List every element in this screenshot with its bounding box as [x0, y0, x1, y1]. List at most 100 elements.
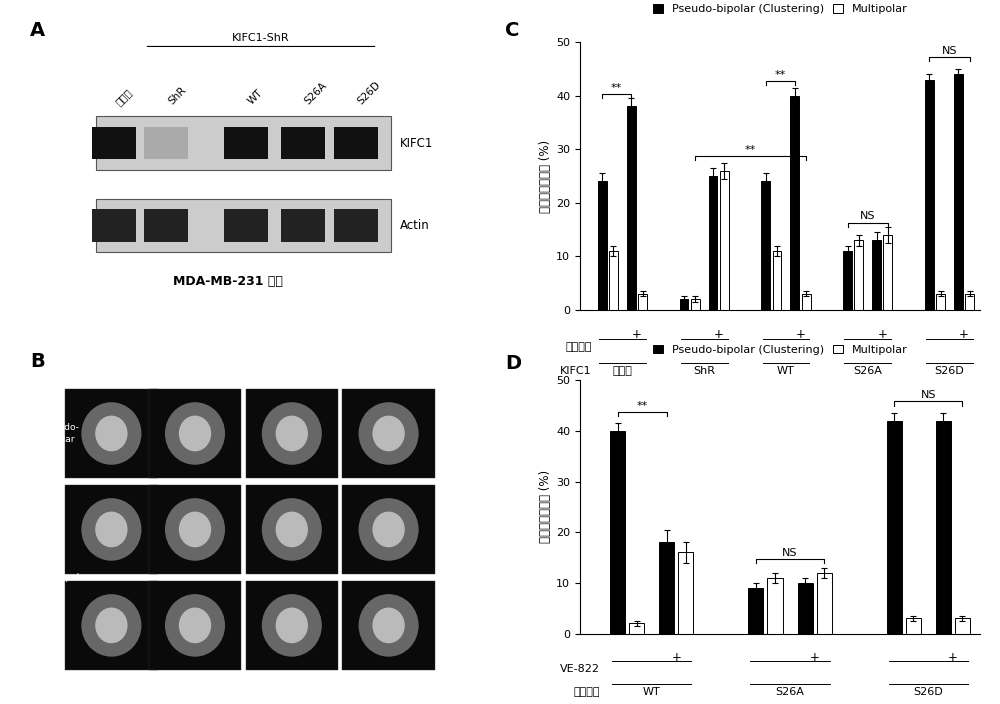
Bar [936, 421, 951, 634]
Text: KIFC1: KIFC1 [560, 366, 592, 376]
Bar [96, 116, 391, 170]
Bar [281, 127, 325, 159]
Text: 对照组: 对照组 [114, 87, 134, 106]
Text: S26D: S26D [935, 366, 964, 376]
Ellipse shape [179, 415, 211, 451]
Ellipse shape [165, 594, 225, 657]
Bar [802, 294, 811, 310]
Y-axis label: 有丝分裂期细胞 (%): 有丝分裂期细胞 (%) [539, 470, 552, 543]
Text: +: + [948, 651, 958, 665]
Bar [720, 170, 729, 310]
Text: +: + [796, 329, 805, 341]
Text: DNA: DNA [379, 369, 402, 379]
Bar [334, 127, 378, 159]
Text: NS: NS [921, 391, 936, 401]
Bar [609, 251, 618, 310]
Text: NS: NS [860, 211, 875, 222]
Text: +: + [810, 651, 820, 665]
Text: VE-822: VE-822 [560, 664, 600, 674]
Ellipse shape [359, 402, 419, 465]
Text: D: D [505, 354, 521, 373]
Text: **: ** [745, 144, 756, 155]
Bar [798, 583, 813, 634]
Bar [872, 240, 881, 310]
Ellipse shape [179, 512, 211, 547]
Text: **: ** [775, 70, 786, 80]
Y-axis label: 有丝分裂期细胞 (%): 有丝分裂期细胞 (%) [539, 139, 552, 213]
Bar [144, 127, 188, 159]
Text: α-tubulin: α-tubulin [270, 369, 318, 379]
Text: Multipolar: Multipolar [43, 573, 89, 582]
Bar [224, 127, 268, 159]
Bar [638, 294, 647, 310]
Bar [680, 299, 688, 310]
Text: WT: WT [643, 687, 661, 697]
Text: KIFC1: KIFC1 [400, 137, 433, 149]
Bar [906, 618, 921, 634]
Ellipse shape [165, 498, 225, 560]
Bar [790, 96, 799, 310]
Ellipse shape [372, 608, 405, 643]
Bar [767, 578, 783, 634]
Text: Pseudo-
bipolar: Pseudo- bipolar [43, 423, 79, 444]
Ellipse shape [81, 402, 141, 465]
Text: S26A: S26A [776, 687, 804, 697]
Bar [224, 209, 268, 241]
Ellipse shape [95, 512, 128, 547]
Text: +: + [877, 329, 887, 341]
Bar [92, 209, 136, 241]
Ellipse shape [372, 512, 405, 547]
Text: ShR: ShR [693, 366, 715, 376]
Ellipse shape [359, 498, 419, 560]
Ellipse shape [372, 415, 405, 451]
Ellipse shape [81, 594, 141, 657]
Text: +: + [671, 651, 681, 665]
Bar [954, 75, 963, 310]
Text: NS: NS [782, 548, 798, 558]
Text: 依托泊苷: 依托泊苷 [574, 687, 600, 697]
Ellipse shape [81, 498, 141, 560]
Text: **: ** [637, 401, 648, 410]
Ellipse shape [95, 415, 128, 451]
Text: +: + [959, 329, 969, 341]
Text: NS: NS [942, 46, 957, 56]
Bar [598, 182, 607, 310]
Ellipse shape [276, 415, 308, 451]
Text: S26D: S26D [356, 80, 382, 106]
Text: **: ** [611, 83, 622, 93]
Text: S26D: S26D [913, 687, 943, 697]
Text: Centrin: Centrin [174, 369, 212, 379]
Text: WT: WT [777, 366, 795, 376]
Bar [817, 573, 832, 634]
Legend: Pseudo-bipolar (Clustering), Multipolar: Pseudo-bipolar (Clustering), Multipolar [648, 340, 912, 359]
Legend: Pseudo-bipolar (Clustering), Multipolar: Pseudo-bipolar (Clustering), Multipolar [648, 0, 912, 18]
Bar [887, 421, 902, 634]
Text: S26A: S26A [853, 366, 882, 376]
Ellipse shape [262, 498, 322, 560]
Text: S26A: S26A [303, 80, 329, 106]
Text: 对照组: 对照组 [612, 366, 632, 376]
Ellipse shape [276, 512, 308, 547]
Ellipse shape [359, 594, 419, 657]
Text: +: + [714, 329, 724, 341]
Bar [659, 542, 674, 634]
Bar [678, 553, 693, 634]
Bar [627, 106, 636, 310]
Text: Actin: Actin [400, 219, 429, 232]
Text: KIFC1-ShR: KIFC1-ShR [232, 33, 290, 44]
Text: B: B [30, 352, 45, 371]
Bar [610, 431, 625, 634]
Ellipse shape [165, 402, 225, 465]
Bar [883, 235, 892, 310]
Bar [955, 618, 970, 634]
Bar [709, 176, 717, 310]
Bar [773, 251, 781, 310]
Bar [936, 294, 945, 310]
Ellipse shape [262, 402, 322, 465]
Bar [854, 240, 863, 310]
Bar [629, 624, 644, 634]
Bar [96, 199, 391, 252]
Text: ShR: ShR [166, 85, 188, 106]
Text: MDA-MB-231 细胞: MDA-MB-231 细胞 [173, 275, 283, 287]
Bar [691, 299, 700, 310]
